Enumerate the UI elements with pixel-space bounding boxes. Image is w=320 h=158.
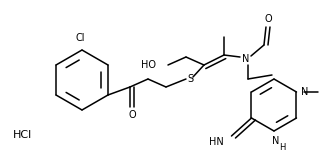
Text: HO: HO <box>141 60 156 70</box>
Text: N: N <box>242 54 250 64</box>
Text: S: S <box>187 74 193 84</box>
Text: N: N <box>272 136 280 146</box>
Text: HCl: HCl <box>12 130 32 140</box>
Text: H: H <box>279 143 285 152</box>
Text: HN: HN <box>209 137 223 147</box>
Text: N: N <box>301 87 308 97</box>
Text: Cl: Cl <box>75 33 85 43</box>
Text: O: O <box>128 110 136 120</box>
Text: O: O <box>264 14 272 24</box>
